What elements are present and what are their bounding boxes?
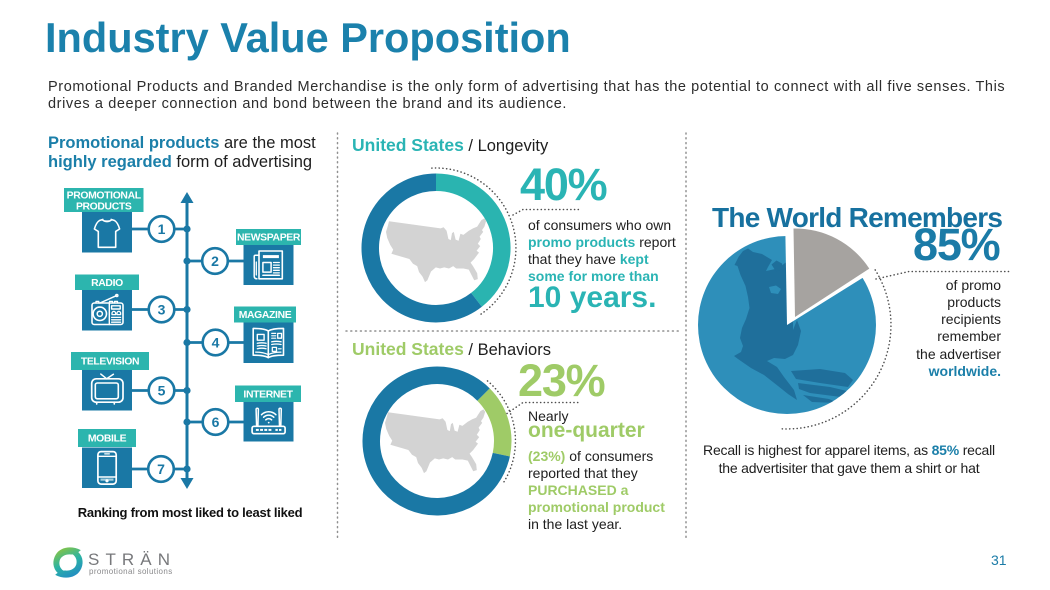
svg-text:4: 4 bbox=[212, 335, 220, 351]
svg-text:INTERNET: INTERNET bbox=[243, 390, 293, 401]
svg-text:PRODUCTS: PRODUCTS bbox=[76, 202, 132, 213]
svg-text:MOBILE: MOBILE bbox=[88, 434, 127, 445]
svg-text:PROMOTIONAL: PROMOTIONAL bbox=[67, 191, 142, 202]
svg-text:7: 7 bbox=[157, 461, 165, 477]
svg-text:TELEVISION: TELEVISION bbox=[81, 357, 139, 368]
svg-text:RADIO: RADIO bbox=[91, 278, 123, 289]
svg-text:3: 3 bbox=[158, 302, 166, 318]
svg-text:6: 6 bbox=[212, 414, 220, 430]
svg-text:NEWSPAPER: NEWSPAPER bbox=[237, 233, 301, 244]
svg-text:2: 2 bbox=[211, 253, 219, 269]
svg-text:5: 5 bbox=[158, 383, 166, 399]
svg-text:MAGAZINE: MAGAZINE bbox=[239, 310, 292, 321]
svg-text:1: 1 bbox=[158, 221, 166, 237]
